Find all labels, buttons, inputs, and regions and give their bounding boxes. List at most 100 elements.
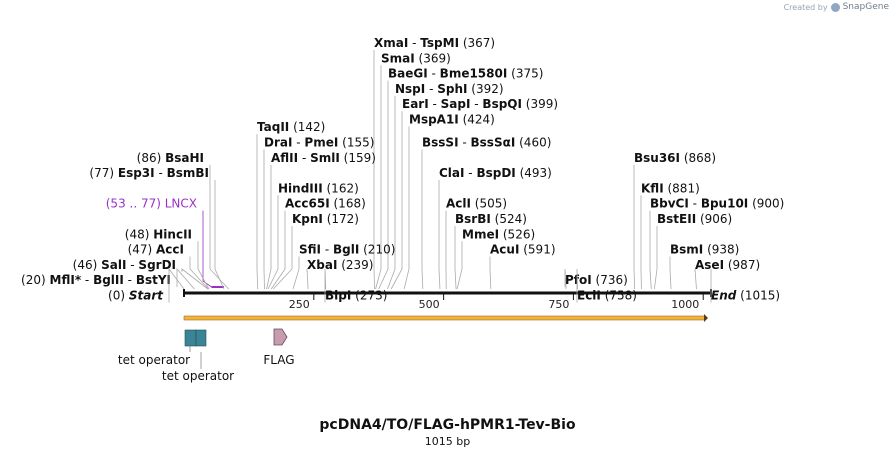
- site-start: (0) Start: [108, 267, 185, 303]
- tet-operator-box-1: [184, 329, 197, 347]
- tet-operator-label-1: tet operator: [118, 353, 190, 367]
- site-label: EarI - SapI - BspQI (399): [402, 97, 558, 111]
- site-leader: [273, 225, 293, 290]
- site-eari: EarI - SapI - BspQI (399): [390, 97, 558, 290]
- site-leader: [633, 164, 636, 290]
- site-leader: [454, 225, 457, 290]
- site-leader: [438, 180, 441, 290]
- site-leader: [197, 241, 210, 290]
- site-leader: [489, 256, 492, 290]
- site-label: BstEII (906): [657, 212, 732, 226]
- site-leader: [694, 268, 697, 290]
- site-leader: [576, 268, 578, 303]
- site-label: Acc65I (168): [285, 197, 366, 211]
- site-label: (46) SalI - SgrDI: [73, 258, 176, 272]
- site-bsahi: (86) BsaHI: [137, 151, 229, 290]
- snapgene-logo-icon: [830, 2, 840, 12]
- site-hincii: (48) HincII: [125, 227, 210, 290]
- site-acc65i: Acc65I (168): [270, 197, 366, 290]
- site-esp3i: (77) Esp3I - BsmBI: [89, 166, 225, 290]
- site-leader: [649, 210, 652, 290]
- site-label: AseI (987): [695, 258, 760, 272]
- site-leader: [378, 80, 389, 290]
- orf-arrowhead: [704, 314, 708, 322]
- ruler-label: 1000: [671, 298, 699, 311]
- site-label: MspA1I (424): [409, 113, 495, 127]
- site-label: (53 .. 77) LNCX: [106, 197, 197, 211]
- site-label: XmaI - TspMI (367): [374, 36, 495, 50]
- site-bsteii: BstEII (906): [654, 212, 732, 290]
- site-leader: [181, 268, 209, 290]
- site-label: AclI (505): [446, 197, 507, 211]
- site-blpi: BlpI (273): [324, 268, 387, 303]
- ruler-label: 250: [289, 298, 310, 311]
- site-leader: [421, 149, 424, 290]
- site-mspa1i: MspA1I (424): [403, 113, 495, 290]
- site-acli: AclI (505): [445, 197, 507, 290]
- site-label: BsmI (938): [670, 243, 739, 257]
- site-hindiii: HindIII (162): [267, 181, 359, 290]
- site-label: PfoI (736): [565, 273, 628, 287]
- site-leader: [176, 267, 195, 290]
- site-drai: DraI - PmeI (155): [263, 135, 374, 290]
- ruler-label: 750: [548, 298, 569, 311]
- site-acui: AcuI (591): [489, 243, 556, 290]
- site-leader: [403, 126, 410, 290]
- site-label: (47) AccI: [128, 243, 184, 257]
- site-leader: [214, 180, 225, 290]
- site-label: MmeI (526): [462, 227, 535, 241]
- flag-feature: [273, 328, 288, 346]
- site-taqii: TaqII (142): [256, 120, 325, 290]
- site-label: BaeGI - Bme1580I (375): [388, 67, 543, 81]
- site-leader: [564, 268, 567, 290]
- site-label: XbaI (239): [307, 258, 374, 272]
- site-label: AcuI (591): [490, 243, 556, 257]
- site-leader: [202, 210, 212, 288]
- site-leader: [306, 268, 309, 290]
- site-end: End (1015): [710, 269, 780, 303]
- site-xmai: XmaI - TspMI (367): [373, 36, 495, 290]
- site-label: (77) Esp3I - BsmBI: [89, 166, 209, 180]
- site-label: (48) HincII: [125, 227, 192, 241]
- plasmid-name: pcDNA4/TO/FLAG-hPMR1-Tev-Bio: [319, 417, 576, 433]
- site-lncx: (53 .. 77) LNCX: [106, 197, 212, 288]
- ruler-label: 500: [419, 298, 440, 311]
- site-label: (0) Start: [108, 288, 164, 302]
- site-label: End (1015): [711, 288, 780, 302]
- site-label: KpnI (172): [292, 212, 359, 226]
- credit-text: Created by: [783, 2, 828, 12]
- site-leader: [168, 267, 185, 303]
- plasmid-length: 1015 bp: [424, 435, 471, 448]
- site-kfli: KflI (881): [640, 181, 700, 290]
- site-leader: [390, 111, 403, 290]
- snapgene-credit: Created by SnapGene: [784, 2, 889, 12]
- site-label: TaqII (142): [257, 120, 325, 134]
- site-bsmi: BsmI (938): [669, 243, 739, 290]
- site-mfli: (20) MflI* - BglII - BstYI: [21, 267, 195, 290]
- site-bsu36i: Bsu36I (868): [633, 151, 716, 290]
- site-nspi: NspI - SphI (392): [387, 82, 504, 290]
- site-label: Bsu36I (868): [634, 151, 716, 165]
- site-leader: [209, 164, 229, 290]
- orf-bar: [183, 315, 706, 321]
- site-leader: [324, 268, 327, 303]
- site-label: ClaI - BspDI (493): [439, 166, 552, 180]
- site-sfii: SfiI - BglI (210): [292, 243, 395, 290]
- site-pfoi: PfoI (736): [564, 268, 628, 290]
- site-sali: (46) SalI - SgrDI: [73, 258, 209, 290]
- site-acci: (47) AccI: [128, 243, 209, 290]
- site-bsssi: BssSI - BssSαI (460): [421, 135, 551, 290]
- site-leader: [266, 164, 272, 290]
- site-bbvci: BbvCI - Bpu10I (900): [649, 197, 784, 290]
- site-label: (86) BsaHI: [137, 151, 204, 165]
- site-leader: [375, 65, 382, 290]
- site-label: BlpI (273): [325, 288, 387, 302]
- flag-label: FLAG: [263, 353, 294, 367]
- site-label: EclI (758): [577, 288, 637, 302]
- site-label: (20) MflI* - BglII - BstYI: [21, 273, 171, 287]
- site-label: DraI - PmeI (155): [264, 135, 374, 149]
- site-bsrbi: BsrBI (524): [454, 212, 527, 290]
- site-leader: [256, 134, 259, 290]
- site-label: HindIII (162): [278, 181, 359, 195]
